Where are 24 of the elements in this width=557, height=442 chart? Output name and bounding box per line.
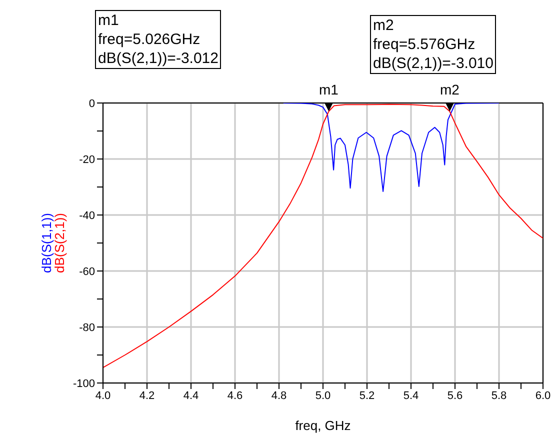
x-tick-label: 4.8 (271, 390, 287, 402)
x-tick-label: 5.2 (359, 390, 375, 402)
y-tick-label: 0 (88, 98, 95, 110)
line-series (282, 103, 500, 192)
annotation: m2 (440, 81, 460, 98)
x-tick-label: 5.0 (315, 390, 331, 402)
x-axis-title: freq, GHz (294, 418, 352, 433)
x-tick-label: 4.4 (183, 390, 199, 402)
annotation: m1 (318, 81, 339, 98)
y-tick-label: -20 (79, 154, 95, 166)
x-tick-label: 4.0 (95, 390, 111, 402)
x-tick-label: 4.6 (227, 390, 243, 402)
y-tick-label: -60 (79, 266, 95, 278)
y-tick-label: -40 (79, 210, 95, 222)
text: dB(S(1,1)) (39, 213, 54, 273)
x-tick-label: 5.8 (491, 390, 507, 402)
x-tick-label: 5.4 (403, 390, 419, 402)
text: m2 freq=5.576GHz dB(S(2,1))=-3.010 (370, 15, 496, 74)
x-tick-label: 5.6 (447, 390, 463, 402)
text: m1 freq=5.026GHz dB(S(2,1))=-3.012 (95, 10, 222, 69)
y-tick-label: -80 (79, 322, 95, 334)
y-tick-label: -100 (72, 378, 95, 390)
x-tick-label: 6.0 (535, 390, 551, 402)
x-tick-label: 4.2 (139, 390, 155, 402)
